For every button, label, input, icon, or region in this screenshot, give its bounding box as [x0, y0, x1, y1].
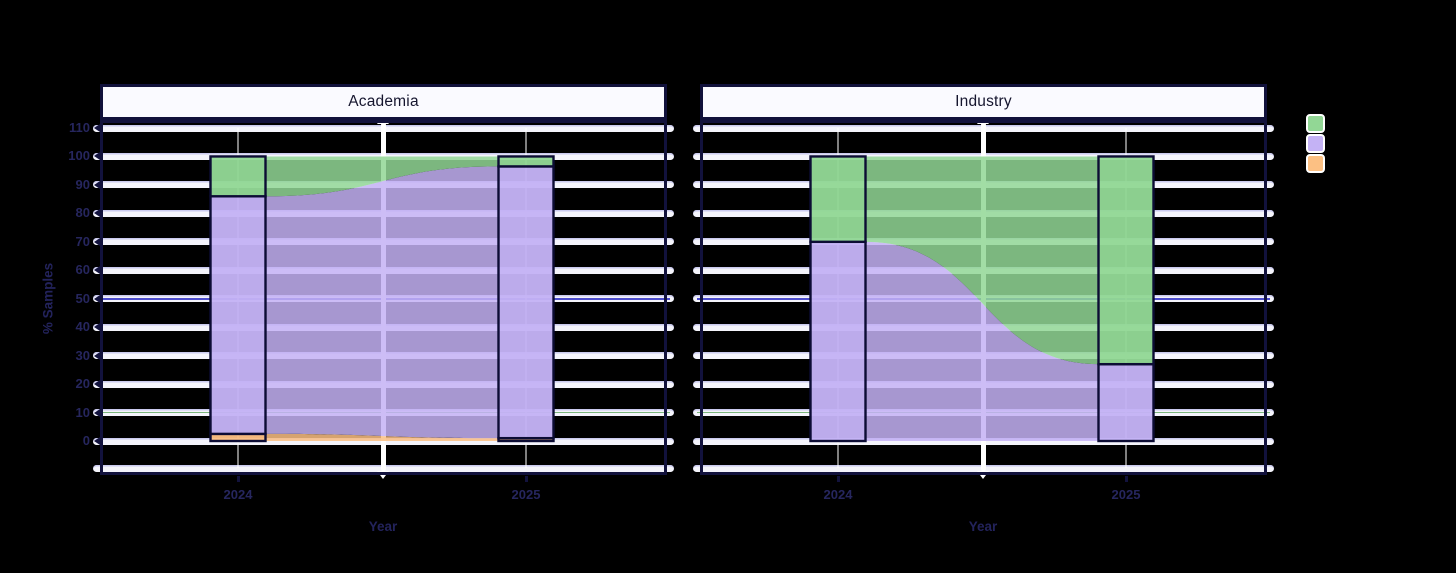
x-tick-mark-2025 [524, 476, 528, 482]
facet-panel-academia: Academia [93, 84, 674, 482]
y-tick-label-80: 80 [75, 205, 90, 221]
center-guide-arrow-down [377, 471, 389, 479]
alluvial-chart-industry [809, 155, 1155, 443]
y-tick-mark-20 [94, 380, 100, 389]
y-tick-mark-70 [94, 237, 100, 246]
stratum-purple-2025-industry [1097, 362, 1155, 443]
x-tick-label-2024: 2024 [823, 487, 853, 502]
stratum-green-2025-academia [497, 155, 555, 168]
y-tick-mark-50 [94, 294, 100, 303]
x-tick-mark-2024 [836, 476, 840, 482]
y-tick-label-30: 30 [75, 347, 90, 363]
flow-purple-academia [265, 166, 499, 439]
y-tick-mark-90 [94, 180, 100, 189]
legend-swatch-orange [1306, 154, 1325, 173]
facet-strip-title: Academia [348, 93, 419, 110]
y-tick-label-60: 60 [75, 262, 90, 278]
stratum-purple-2025-academia [497, 165, 555, 440]
y-tick-label-110: 110 [69, 120, 90, 135]
y-tick-label-90: 90 [75, 176, 90, 192]
flow-purple-industry [865, 241, 1099, 441]
y-tick-label-50: 50 [75, 290, 90, 306]
y-tick-label-10: 10 [75, 404, 90, 420]
y-tick-label-20: 20 [75, 376, 90, 392]
y-tick-label-40: 40 [75, 319, 90, 335]
stratum-green-2025-industry [1097, 155, 1155, 366]
stratum-purple-2024-industry [809, 240, 867, 443]
stratum-green-2024-academia [209, 155, 267, 198]
flow-green-academia [265, 156, 499, 197]
facet-strip-industry: Industry [700, 84, 1267, 120]
y-tick-mark-60 [94, 266, 100, 275]
y-tick-mark-110 [94, 124, 100, 132]
legend-swatch-green [1306, 114, 1325, 133]
plot-area-academia [93, 116, 674, 482]
center-guide-arrow-down [977, 471, 989, 479]
x-tick-mark-2024 [236, 476, 240, 482]
facet-strip-academia: Academia [100, 84, 667, 120]
x-tick-label-2024: 2024 [223, 487, 253, 502]
y-tick-mark-100 [94, 152, 100, 161]
stratum-purple-2024-academia [209, 195, 267, 436]
facet-strip-title: Industry [955, 93, 1012, 110]
y-tick-label-0: 0 [82, 433, 90, 448]
x-tick-label-2025: 2025 [511, 487, 541, 502]
flow-orange-academia [265, 433, 499, 441]
x-tick-label-2025: 2025 [1111, 487, 1141, 502]
legend [1306, 114, 1325, 174]
flow-green-industry [865, 156, 1099, 365]
plot-area-industry [693, 116, 1274, 482]
y-tick-mark-40 [94, 323, 100, 332]
y-tick-mark-0 [94, 437, 100, 445]
y-tick-mark-30 [94, 351, 100, 360]
y-tick-mark-80 [94, 209, 100, 218]
facet-panel-industry: Industry [693, 84, 1274, 482]
x-axis-title-industry: Year [968, 519, 998, 534]
alluvial-chart-academia [209, 155, 555, 443]
legend-swatch-purple [1306, 134, 1325, 153]
y-tick-mark-10 [94, 408, 100, 417]
y-tick-label-100: 100 [68, 148, 90, 164]
y-tick-label-70: 70 [75, 233, 90, 249]
stratum-green-2024-industry [809, 155, 867, 244]
x-axis-title-academia: Year [368, 519, 398, 534]
x-tick-mark-2025 [1124, 476, 1128, 482]
